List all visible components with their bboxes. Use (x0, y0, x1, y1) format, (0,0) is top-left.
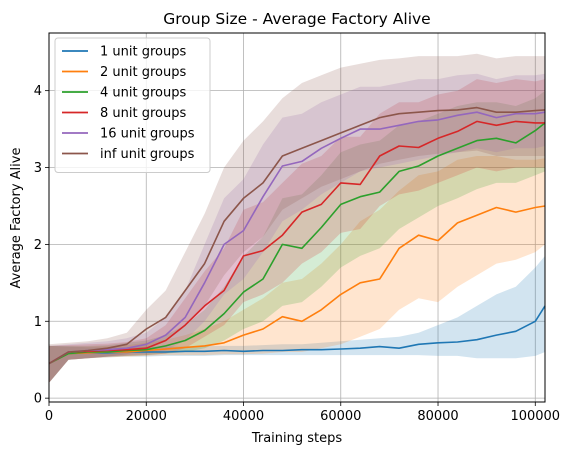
legend-box (54, 37, 211, 173)
legend-label: 1 unit groups (100, 45, 186, 60)
confidence-band (49, 90, 545, 383)
series-lines (48, 106, 546, 365)
series-line (48, 106, 546, 365)
x-axis-label: Training steps (251, 431, 343, 446)
legend: 1 unit groups 2 unit groups 4 unit groups 8… (54, 37, 211, 173)
confidence-band (49, 73, 545, 383)
confidence-band (49, 156, 545, 383)
y-tick-label: 4 (34, 84, 42, 99)
y-tick-label: 0 (34, 392, 42, 407)
y-tick-label: 1 (34, 315, 42, 330)
legend-label: 16 unit groups (100, 127, 195, 142)
y-ticks: 0 1 2 3 4 (34, 84, 49, 407)
y-tick-label: 2 (34, 238, 42, 253)
x-tick-label: 80000 (417, 409, 458, 424)
legend-label: inf unit groups (100, 147, 195, 162)
legend-label: 2 unit groups (100, 65, 186, 80)
y-axis-label: Average Factory Alive (9, 148, 24, 289)
series-line (48, 122, 546, 365)
legend-label: 8 unit groups (100, 106, 186, 121)
x-tick-label: 20000 (126, 409, 167, 424)
x-tick-label: 60000 (320, 409, 361, 424)
x-tick-label: 40000 (223, 409, 264, 424)
y-tick-label: 3 (34, 161, 42, 176)
x-tick-label: 100000 (510, 409, 560, 424)
series-line (48, 205, 546, 365)
legend-label: 4 unit groups (100, 86, 186, 101)
chart-title: Group Size - Average Factory Alive (163, 10, 430, 28)
x-tick-label: 0 (45, 409, 53, 424)
confidence-band (49, 53, 545, 383)
x-ticks: 0 20000 40000 60000 80000 100000 (45, 402, 560, 424)
plot-frame (48, 32, 546, 403)
series-line (48, 111, 546, 365)
series-line (48, 120, 545, 365)
confidence-band (49, 79, 545, 383)
